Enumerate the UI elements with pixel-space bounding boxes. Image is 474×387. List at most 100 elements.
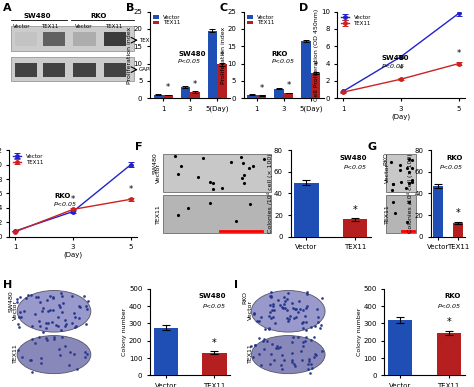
- Text: *: *: [212, 338, 217, 348]
- Text: *: *: [129, 185, 133, 194]
- Bar: [386, 154, 416, 192]
- Text: TEX11: TEX11: [105, 24, 122, 29]
- Text: RKO: RKO: [54, 194, 70, 200]
- Bar: [190, 92, 200, 98]
- Bar: [453, 223, 463, 237]
- Bar: [433, 186, 443, 237]
- Text: *: *: [447, 317, 451, 327]
- Bar: [154, 328, 178, 375]
- Text: *: *: [456, 50, 461, 58]
- Bar: [284, 93, 293, 98]
- Text: RKO: RKO: [444, 293, 461, 299]
- Legend: Vector, TEX11: Vector, TEX11: [246, 14, 275, 26]
- Legend: Vector, TEX11: Vector, TEX11: [340, 14, 372, 27]
- Text: P<0.05: P<0.05: [438, 303, 461, 308]
- Text: SW480: SW480: [339, 154, 367, 161]
- Bar: [43, 63, 65, 77]
- Text: *: *: [286, 81, 291, 90]
- Text: *: *: [313, 61, 318, 70]
- Text: TEX11: TEX11: [13, 343, 18, 363]
- Text: *: *: [166, 83, 170, 92]
- Bar: [15, 33, 37, 46]
- Text: P<0.05: P<0.05: [344, 165, 367, 170]
- Text: *: *: [456, 208, 460, 218]
- Text: *: *: [353, 205, 357, 215]
- Text: Vector: Vector: [385, 163, 390, 183]
- Text: C: C: [219, 3, 228, 13]
- X-axis label: (Day): (Day): [64, 252, 82, 259]
- Bar: [163, 195, 271, 233]
- Y-axis label: Colony number: Colony number: [122, 308, 128, 356]
- Text: Vector: Vector: [74, 24, 92, 29]
- Text: Vector: Vector: [156, 163, 161, 183]
- Text: A: A: [3, 3, 12, 13]
- Legend: Vector, TEX11: Vector, TEX11: [12, 153, 44, 165]
- Text: TEX11: TEX11: [156, 204, 161, 224]
- Bar: [43, 33, 65, 46]
- Bar: [343, 219, 367, 237]
- Bar: [73, 63, 96, 77]
- Y-axis label: Colonies /10⁴ cell (× 100): Colonies /10⁴ cell (× 100): [266, 154, 273, 233]
- Bar: [294, 183, 319, 237]
- Y-axis label: Colonies /10⁴ cell (× 100): Colonies /10⁴ cell (× 100): [407, 154, 413, 233]
- Text: F: F: [135, 142, 142, 152]
- Bar: [247, 95, 257, 98]
- Text: RKO: RKO: [383, 152, 389, 165]
- Text: TEX11: TEX11: [139, 38, 156, 43]
- Text: Vector: Vector: [13, 24, 31, 29]
- Text: *: *: [71, 195, 75, 204]
- Text: *: *: [220, 51, 224, 60]
- Text: RKO: RKO: [272, 51, 288, 57]
- Bar: [301, 41, 311, 98]
- Text: *: *: [399, 65, 403, 74]
- Bar: [163, 154, 271, 192]
- Bar: [257, 96, 266, 98]
- Y-axis label: Colony number: Colony number: [357, 308, 362, 356]
- Y-axis label: Proliferation index: Proliferation index: [221, 26, 226, 84]
- Text: SW480: SW480: [24, 13, 51, 19]
- X-axis label: (Day): (Day): [392, 113, 410, 120]
- Text: TEX11: TEX11: [247, 343, 253, 363]
- Text: SW480: SW480: [382, 55, 410, 61]
- Bar: [202, 353, 227, 375]
- Bar: [388, 320, 412, 375]
- Text: H: H: [3, 280, 12, 290]
- Text: TEX11: TEX11: [385, 204, 390, 224]
- Ellipse shape: [17, 336, 91, 374]
- Bar: [73, 33, 96, 46]
- Text: *: *: [259, 84, 264, 92]
- Bar: [208, 31, 217, 98]
- Bar: [154, 95, 163, 98]
- Text: RKO: RKO: [90, 13, 107, 19]
- Bar: [386, 195, 416, 233]
- Text: Vector: Vector: [247, 300, 253, 320]
- Text: P<0.05: P<0.05: [272, 59, 295, 64]
- Ellipse shape: [17, 291, 91, 332]
- Bar: [103, 33, 127, 46]
- Legend: Vector, TEX11: Vector, TEX11: [153, 14, 182, 26]
- Text: P<0.05: P<0.05: [382, 63, 405, 68]
- Text: I: I: [234, 280, 237, 290]
- Text: P<0.05: P<0.05: [178, 59, 201, 64]
- Text: RKO: RKO: [447, 154, 463, 161]
- Bar: [11, 57, 134, 81]
- Bar: [217, 64, 227, 98]
- Bar: [311, 73, 320, 98]
- Text: B: B: [126, 3, 134, 13]
- Text: RKO: RKO: [242, 291, 247, 303]
- Text: SW480: SW480: [153, 152, 157, 174]
- Y-axis label: Cell Proliferation (OD 450nm): Cell Proliferation (OD 450nm): [314, 9, 319, 101]
- Text: SW480: SW480: [8, 291, 13, 312]
- Text: P<0.05: P<0.05: [440, 165, 463, 170]
- Text: Vector: Vector: [13, 300, 18, 320]
- Bar: [103, 63, 127, 77]
- Text: P<0.05: P<0.05: [203, 303, 226, 308]
- Text: G: G: [367, 142, 377, 152]
- Bar: [437, 333, 461, 375]
- Bar: [15, 63, 37, 77]
- Bar: [181, 87, 190, 98]
- Ellipse shape: [251, 336, 325, 374]
- Y-axis label: Proliferation index: Proliferation index: [127, 26, 132, 84]
- Ellipse shape: [251, 291, 325, 332]
- Text: *: *: [193, 80, 197, 89]
